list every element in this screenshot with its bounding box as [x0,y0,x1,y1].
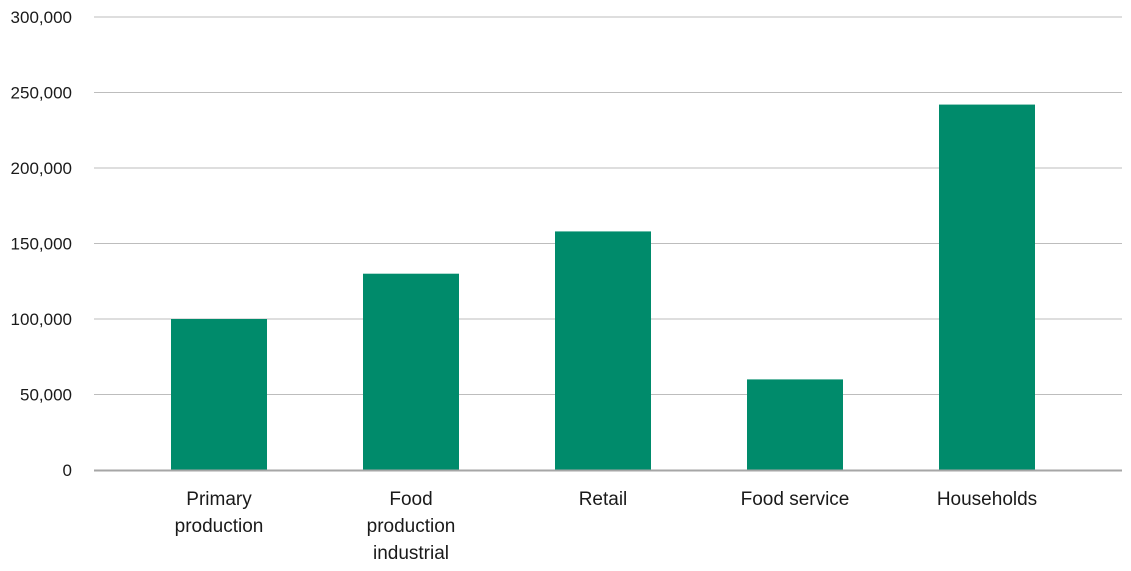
bar-food-service [747,379,843,470]
x-category-label: Food production industrial [367,489,456,564]
bar-households [939,104,1035,470]
x-axis-category-labels: Primary production Food production industria… [175,489,1038,564]
bar-primary-production [171,319,267,470]
x-category-label-line: Retail [579,489,628,510]
bar-food-production-industrial [363,273,459,470]
x-category-label-line: Food [389,489,432,510]
x-category-label-line: production [175,516,264,537]
x-category-label-line: Primary [186,489,252,510]
x-category-label-line: Households [937,489,1037,510]
x-category-label-line: industrial [373,543,449,564]
x-category-label: Food service [741,489,850,510]
y-tick-label: 0 [63,461,72,480]
bar-retail [555,231,651,470]
x-category-label-line: Food service [741,489,850,510]
y-tick-label: 150,000 [11,235,72,254]
x-category-label: Households [937,489,1037,510]
x-category-label: Primary production [175,489,264,537]
y-tick-label: 100,000 [11,310,72,329]
y-axis-tick-labels: 0 50,000 100,000 150,000 200,000 250,000 300,0… [11,8,72,480]
x-category-label: Retail [579,489,628,510]
x-category-label-line: production [367,516,456,537]
y-tick-label: 200,000 [11,159,72,178]
y-tick-label: 50,000 [20,386,72,405]
y-tick-label: 250,000 [11,84,72,103]
y-tick-label: 300,000 [11,8,72,27]
bars [171,104,1035,470]
